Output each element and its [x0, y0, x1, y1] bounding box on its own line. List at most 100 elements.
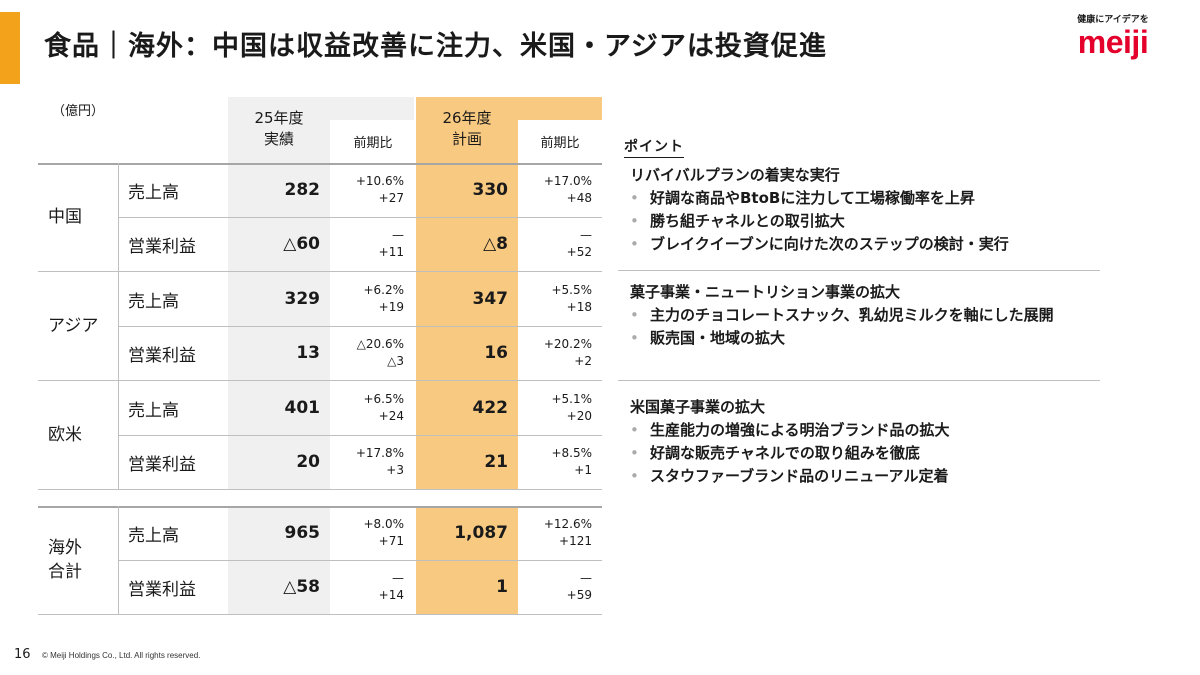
plan-column-bg [416, 97, 518, 614]
header-actual: 25年度 実績 [228, 108, 330, 150]
actual-yoy-bg-white [330, 120, 414, 614]
actual-yoy-pct: △20.6% [356, 337, 404, 351]
bullet-dot-icon: • [630, 421, 639, 439]
actual-yoy: △20.6% △3 [330, 326, 414, 380]
section-title: 米国菓子事業の拡大 [630, 398, 766, 416]
bullet-text: 好調な販売チャネルでの取り組みを徹底 [650, 444, 920, 462]
actual-yoy-diff: +11 [378, 245, 404, 259]
plan-yoy: +8.5% +1 [518, 435, 602, 489]
bullet-dot-icon: • [630, 329, 639, 347]
metric-sales: 売上高 [128, 525, 179, 546]
actual-yoy-diff: +3 [386, 463, 404, 477]
header-plan-yoy: 前期比 [540, 136, 580, 151]
plan-yoy-diff: +52 [566, 245, 592, 259]
bullet-dot-icon: • [630, 467, 639, 485]
bullet-text: ブレイクイーブンに向けた次のステップの検討・実行 [650, 235, 1009, 253]
point-section-confectionery-nutrition: 菓子事業・ニュートリション事業の拡大 • 主力のチョコレートスナック、乳幼児ミルク… [620, 281, 1102, 349]
section-title: リバイバルプランの着実な実行 [630, 166, 840, 184]
table-divider [118, 163, 119, 489]
actual-value: △60 [283, 234, 320, 254]
actual-yoy-pct: +8.0% [363, 517, 404, 531]
table-rule [118, 560, 602, 561]
points-heading: ポイント [624, 136, 684, 158]
actual-yoy-diff: +19 [378, 300, 404, 314]
table-rule [118, 326, 602, 327]
plan-yoy-diff: +1 [574, 463, 592, 477]
region-europe-us: 欧米 [48, 425, 82, 445]
region-total-line2: 合計 [48, 562, 82, 582]
metric-operating-profit: 営業利益 [128, 579, 196, 600]
plan-yoy-pct: +5.5% [551, 283, 592, 297]
bullet-dot-icon: • [630, 212, 639, 230]
table-rule [38, 489, 602, 490]
plan-yoy-diff: +121 [559, 534, 592, 548]
plan-yoy-diff: +20 [566, 409, 592, 423]
header-plan-year: 26年度 [442, 109, 492, 127]
metric-sales: 売上高 [128, 400, 179, 421]
actual-yoy-pct: — [392, 228, 404, 242]
actual-yoy: +6.2% +19 [330, 272, 414, 326]
bullet-item: • 好調な商品やBtoBに注力して工場稼働率を上昇 [620, 188, 1102, 209]
actual-yoy-pct: +17.8% [355, 446, 404, 460]
bullet-text: 勝ち組チャネルとの取引拡大 [650, 212, 845, 230]
header-actual-yoy: 前期比 [353, 136, 393, 151]
actual-yoy-diff: +71 [378, 534, 404, 548]
region-asia: アジア [48, 316, 99, 336]
plan-yoy-pct: +20.2% [543, 337, 592, 351]
plan-yoy-diff: +18 [566, 300, 592, 314]
unit-label: （億円） [52, 104, 105, 119]
plan-yoy-diff: +48 [566, 191, 592, 205]
plan-value: 347 [472, 289, 509, 309]
plan-yoy-diff: +59 [566, 588, 592, 602]
bullet-dot-icon: • [630, 444, 639, 462]
header-actual-label: 実績 [263, 130, 294, 148]
plan-yoy: — +52 [518, 217, 602, 271]
plan-header-bg [416, 97, 602, 120]
actual-value: 13 [296, 343, 320, 363]
logo-tagline: 健康にアイデアを [1077, 15, 1149, 25]
plan-yoy-pct: +5.1% [551, 392, 592, 406]
actual-yoy: — +11 [330, 217, 414, 271]
point-section-revival: リバイバルプランの着実な実行 • 好調な商品やBtoBに注力して工場稼働率を上昇 … [620, 164, 1102, 255]
metric-sales: 売上高 [128, 291, 179, 312]
actual-yoy: +10.6% +27 [330, 163, 414, 217]
copyright: © Meiji Holdings Co., Ltd. All rights re… [42, 651, 201, 660]
point-section-us-confectionery: 米国菓子事業の拡大 • 生産能力の増強による明治ブランド品の拡大 • 好調な販売チャ… [620, 396, 1102, 487]
plan-value: 330 [472, 180, 509, 200]
bullet-item: • 販売国・地域の拡大 [620, 328, 1102, 349]
actual-yoy-pct: +10.6% [355, 174, 404, 188]
actual-yoy-pct: +6.5% [363, 392, 404, 406]
bullet-dot-icon: • [630, 306, 639, 324]
bullet-text: 好調な商品やBtoBに注力して工場稼働率を上昇 [650, 189, 975, 207]
actual-value: 20 [296, 452, 320, 472]
actual-value: 282 [284, 180, 321, 200]
table-rule [38, 614, 602, 615]
plan-value: 1,087 [454, 523, 508, 543]
table-divider [118, 506, 119, 614]
bullet-text: 主力のチョコレートスナック、乳幼児ミルクを軸にした展開 [650, 306, 1054, 324]
plan-yoy: +20.2% +2 [518, 326, 602, 380]
bullet-dot-icon: • [630, 235, 639, 253]
header-plan: 26年度 計画 [416, 108, 518, 150]
plan-yoy-pct: +8.5% [551, 446, 592, 460]
page-title: 食品｜海外：中国は収益改善に注力、米国・アジアは投資促進 [44, 31, 827, 62]
actual-yoy: +17.8% +3 [330, 435, 414, 489]
plan-yoy-pct: +17.0% [543, 174, 592, 188]
total-gap [38, 490, 602, 506]
plan-yoy: +17.0% +48 [518, 163, 602, 217]
plan-yoy: +5.1% +20 [518, 381, 602, 435]
metric-sales: 売上高 [128, 182, 179, 203]
region-total-line1: 海外 [48, 538, 82, 558]
actual-yoy-pct: +6.2% [363, 283, 404, 297]
actual-value: △58 [283, 577, 320, 597]
bullet-text: 販売国・地域の拡大 [650, 329, 786, 347]
plan-yoy: +5.5% +18 [518, 272, 602, 326]
metric-operating-profit: 営業利益 [128, 454, 196, 475]
plan-value: 422 [472, 398, 509, 418]
header-plan-label: 計画 [451, 130, 482, 148]
bullet-item: • スタウファーブランド品のリニューアル定着 [620, 466, 1102, 487]
actual-yoy-diff: +24 [378, 409, 404, 423]
actual-yoy: — +14 [330, 560, 414, 614]
plan-yoy: +12.6% +121 [518, 506, 602, 560]
bullet-item: • 主力のチョコレートスナック、乳幼児ミルクを軸にした展開 [620, 305, 1102, 326]
